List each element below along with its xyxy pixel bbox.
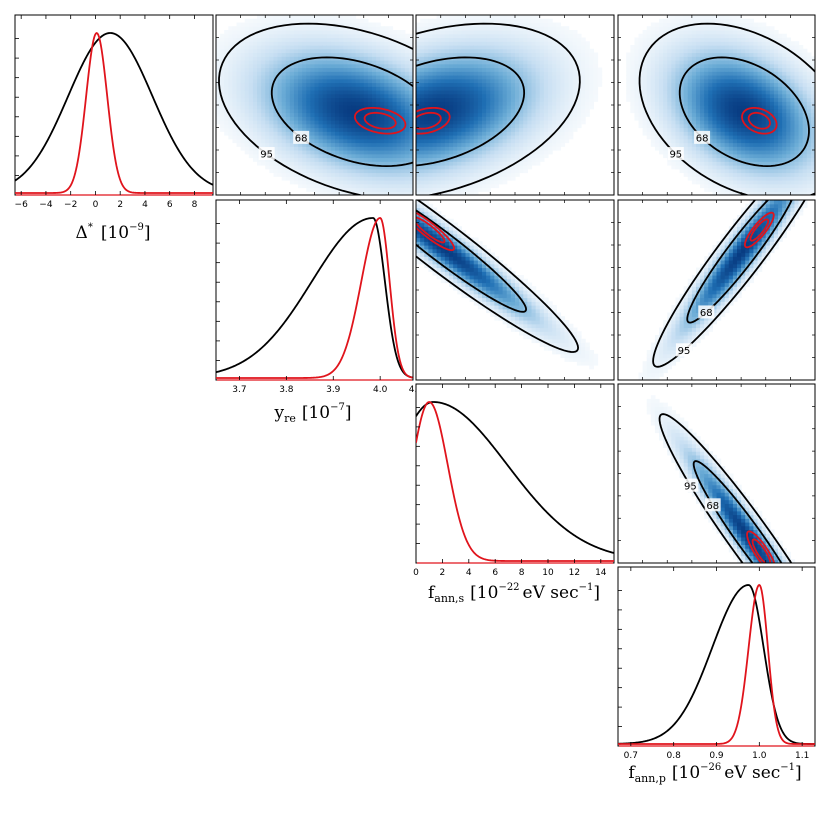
- x-tick-label-fannp: 1.0: [752, 751, 767, 761]
- x-tick-label-fannp: 0.9: [709, 751, 724, 761]
- red-contour-inner-fannp-vs-delta: [747, 111, 771, 130]
- x-tick-label-fanns: 4: [466, 568, 472, 578]
- joint-panel-fannp-vs-yre: 95 68: [617, 199, 816, 381]
- contour-label-95-fannp-vs-yre: 95: [678, 346, 691, 357]
- marginal-panel-yre: 3.7 3.8 3.9 4.0 4.: [215, 199, 418, 395]
- x-tick-label-delta: −6: [15, 200, 29, 210]
- axis-label-yre: yre [10−7]: [273, 402, 351, 425]
- contour-68-fanns-vs-yre: [416, 209, 527, 313]
- contour-68-fannp-vs-fanns: [692, 460, 783, 563]
- density-fannp-vs-delta: [626, 15, 815, 195]
- axis-label-delta: Δ* [10−9]: [76, 222, 151, 243]
- contour-label-68-yre-vs-delta: 68: [295, 133, 308, 144]
- contour-label-95-yre-vs-delta: 95: [260, 150, 273, 161]
- red-contour-outer-fanns-vs-yre: [416, 211, 455, 252]
- x-tick-label-delta: −4: [39, 200, 53, 210]
- red-contour-inner-fannp-vs-fanns: [751, 538, 772, 563]
- marginal-frame-delta: [14, 14, 214, 196]
- joint-panel-fannp-vs-delta: 95 68: [617, 14, 816, 196]
- x-tick-label-yre: 4.: [409, 385, 418, 395]
- marginal-red-curve-delta: [15, 31, 213, 194]
- red-contour-inner-fanns-vs-yre: [416, 216, 446, 244]
- marginal-black-curve-fanns: [416, 401, 614, 554]
- contour-label-95-fannp-vs-delta: 95: [669, 150, 682, 161]
- red-contour-outer-yre-vs-delta: [354, 106, 407, 135]
- joint-panel-fannp-vs-fanns: 95 68: [617, 383, 816, 564]
- x-tick-label-fanns: 0: [413, 568, 419, 578]
- red-contour-outer-fanns-vs-delta: [416, 106, 451, 135]
- marginal-red-curve-yre: [216, 217, 413, 379]
- marginal-black-curve-fannp: [618, 584, 815, 745]
- x-tick-label-delta: 0: [93, 200, 99, 210]
- marginal-panel-fannp: 0.7 0.8 0.9 1.0 1.1: [617, 566, 816, 761]
- x-tick-label-fannp: 1.1: [795, 751, 809, 761]
- contour-label-68-fannp-vs-fanns: 68: [706, 501, 719, 512]
- contour-68-fannp-vs-yre: [686, 200, 793, 324]
- contour-95-fanns-vs-yre: [416, 200, 580, 353]
- x-tick-label-delta: 4: [142, 200, 148, 210]
- marginal-panel-delta: −6 −4 −2 0 2 4 6 8: [14, 14, 214, 210]
- marginal-frame-fannp: [617, 566, 816, 747]
- red-contour-inner-fanns-vs-delta: [416, 111, 442, 130]
- contour-label-95-fannp-vs-fanns: 95: [684, 481, 697, 492]
- red-contour-inner-fannp-vs-yre: [749, 218, 770, 242]
- axis-label-fanns: fann,s [10−22 eV sec−1]: [428, 582, 600, 605]
- x-tick-label-yre: 3.8: [279, 385, 294, 395]
- x-tick-label-fannp: 0.8: [667, 751, 682, 761]
- contour-label-68-fannp-vs-yre: 68: [700, 308, 713, 319]
- joint-panel-fanns-vs-yre: [415, 199, 615, 381]
- red-contour-inner-yre-vs-delta: [363, 111, 397, 130]
- contour-68-fanns-vs-delta: [416, 56, 526, 167]
- joint-panel-yre-vs-delta: 95 68: [215, 14, 414, 196]
- marginal-frame-yre: [215, 199, 414, 381]
- x-tick-label-delta: 6: [167, 200, 173, 210]
- x-tick-label-fanns: 10: [542, 568, 554, 578]
- contour-95-fannp-vs-fanns: [658, 413, 793, 563]
- marginal-panel-fanns: 0 2 4 6 8 10 12 14: [413, 383, 615, 578]
- x-tick-label-delta: 2: [117, 200, 123, 210]
- x-tick-label-yre: 3.7: [232, 385, 246, 395]
- contour-label-68-fannp-vs-delta: 68: [696, 133, 709, 144]
- red-contour-outer-fannp-vs-delta: [741, 106, 778, 135]
- joint-panel-fanns-vs-delta: [415, 14, 615, 196]
- x-tick-label-fanns: 8: [519, 568, 525, 578]
- contour-95-fannp-vs-yre: [652, 200, 806, 368]
- x-tick-label-fannp: 0.7: [624, 751, 638, 761]
- marginal-black-curve-yre: [216, 217, 413, 379]
- x-tick-label-delta: 8: [192, 200, 198, 210]
- x-tick-label-fanns: 6: [492, 568, 498, 578]
- contour-95-fanns-vs-delta: [416, 22, 581, 195]
- x-tick-label-fanns: 12: [569, 568, 580, 578]
- x-tick-label-fanns: 14: [595, 568, 607, 578]
- red-contour-outer-fannp-vs-yre: [744, 211, 775, 249]
- x-tick-label-yre: 4.0: [373, 385, 388, 395]
- x-tick-label-fanns: 2: [440, 568, 446, 578]
- marginal-black-curve-delta: [15, 32, 213, 186]
- x-tick-label-yre: 3.9: [326, 385, 341, 395]
- x-tick-label-delta: −2: [64, 200, 77, 210]
- axis-label-fannp: fann,p [10−26 eV sec−1]: [628, 762, 801, 785]
- marginal-red-curve-fanns: [416, 401, 614, 562]
